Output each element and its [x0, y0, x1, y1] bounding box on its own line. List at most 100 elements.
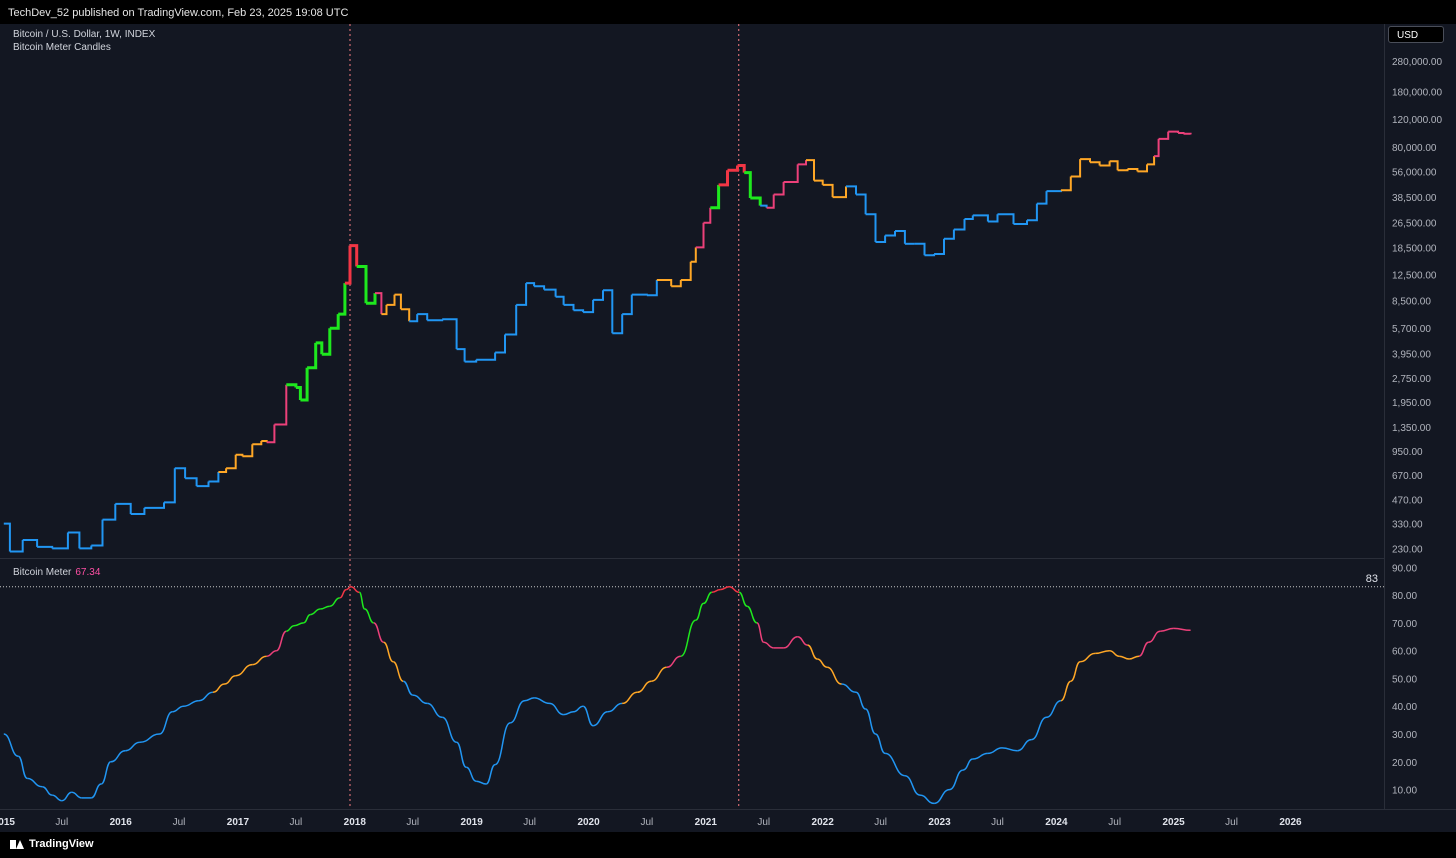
meter-segment [494, 722, 511, 766]
tradingview-logo[interactable]: TradingView [10, 838, 94, 850]
price-tick-label: 12,500.00 [1392, 270, 1437, 281]
price-segment [9, 540, 24, 553]
main-legend[interactable]: Bitcoin / U.S. Dollar, 1W, INDEX Bitcoin… [13, 28, 155, 54]
time-tick-label: Jul [173, 817, 186, 828]
time-tick-label: Jul [523, 817, 536, 828]
price-segment [505, 304, 518, 336]
price-segment [964, 215, 974, 220]
price-tick-label: 38,500.00 [1392, 193, 1437, 204]
price-segment [612, 314, 624, 335]
time-tick-label: Jul [874, 817, 887, 828]
meter-segment [763, 641, 774, 649]
meter-segment [1017, 738, 1032, 752]
meter-segment [392, 661, 404, 682]
meter-segment [212, 683, 225, 694]
price-segment [822, 183, 834, 198]
price-segment [218, 468, 228, 473]
meter-segment [680, 619, 697, 657]
price-segment [710, 184, 721, 210]
meter-segment [358, 591, 366, 610]
price-tick-label: 470.00 [1392, 495, 1423, 506]
price-segment [196, 481, 210, 488]
meter-tick-label: 10.00 [1392, 786, 1417, 797]
indicator-title[interactable]: Bitcoin Meter Candles [13, 42, 111, 53]
meter-segment [884, 752, 906, 777]
price-tick-label: 5,700.00 [1392, 324, 1431, 335]
meter-segment [651, 666, 667, 682]
meter-segment [563, 711, 574, 716]
price-segment [338, 283, 347, 316]
price-segment [400, 308, 411, 322]
price-segment [646, 280, 658, 297]
price-segment [680, 261, 692, 281]
symbol-title[interactable]: Bitcoin / U.S. Dollar, 1W, INDEX [13, 29, 156, 40]
meter-segment [303, 613, 311, 624]
price-axis-divider [1384, 24, 1385, 809]
price-segment [394, 293, 402, 310]
meter-segment [1109, 649, 1120, 657]
price-segment [235, 453, 244, 457]
price-segment [1183, 132, 1192, 135]
currency-button[interactable]: USD [1388, 26, 1444, 43]
meter-segment [637, 680, 652, 694]
meter-title[interactable]: Bitcoin Meter [13, 567, 72, 578]
price-segment [307, 342, 318, 370]
price-segment [875, 235, 887, 243]
price-segment [356, 265, 368, 304]
publish-header: TechDev_52 published on TradingView.com,… [0, 0, 1456, 24]
time-tick-label: 2018 [344, 817, 367, 828]
meter-segment [807, 644, 818, 660]
footer: TradingView [0, 832, 1456, 858]
price-segment [1147, 156, 1156, 166]
meter-segment [746, 605, 758, 624]
price-segment [208, 472, 220, 483]
meter-segment [972, 752, 988, 760]
price-segment [526, 282, 536, 287]
time-tick-label: Jul [991, 817, 1004, 828]
chart-canvas[interactable]: 400,000.00280,000.00180,000.00120,000.00… [0, 24, 1456, 832]
meter-segment [1095, 649, 1110, 655]
meter-segment [534, 697, 550, 705]
meter-segment [875, 733, 886, 755]
pane-divider[interactable] [0, 558, 1384, 559]
price-segment [130, 507, 146, 515]
price-tick-label: 80,000.00 [1392, 143, 1437, 154]
time-tick-label: 2026 [1279, 817, 1302, 828]
meter-segment [329, 597, 340, 607]
time-tick-label: 2019 [461, 817, 484, 828]
time-tick-label: 2023 [928, 817, 951, 828]
price-segment [144, 502, 165, 509]
price-segment [555, 295, 565, 305]
price-tick-label: 18,500.00 [1392, 243, 1437, 254]
price-segment [1154, 138, 1160, 158]
price-segment [67, 531, 81, 549]
time-tick-label: Jul [640, 817, 653, 828]
time-axis-divider [0, 809, 1456, 810]
price-segment [1036, 191, 1048, 205]
price-segment [744, 171, 752, 198]
meter-segment [159, 711, 173, 735]
price-segment [1060, 176, 1072, 192]
price-tick-label: 120,000.00 [1392, 115, 1442, 126]
meter-segment [1173, 627, 1191, 632]
price-segment [1070, 159, 1082, 178]
meter-segment [224, 674, 236, 685]
meter-segment [1070, 661, 1081, 682]
meter-segment [320, 605, 330, 610]
tradingview-logo-icon [10, 839, 24, 849]
meter-legend[interactable]: Bitcoin Meter 67.34 [13, 567, 100, 578]
meter-segment [573, 705, 584, 713]
meter-segment [1160, 627, 1174, 632]
price-tick-label: 8,500.00 [1392, 297, 1431, 308]
price-segment [622, 294, 633, 316]
meter-segment [465, 766, 477, 782]
publish-info: TechDev_52 published on TradingView.com,… [8, 7, 349, 19]
brand-name: TradingView [29, 838, 94, 850]
price-tick-label: 26,500.00 [1392, 219, 1437, 230]
price-segment [703, 207, 712, 224]
price-segment [944, 229, 955, 240]
chart-frame[interactable]: 400,000.00280,000.00180,000.00120,000.00… [0, 24, 1456, 832]
meter-segment [962, 758, 973, 771]
meter-segment [310, 608, 321, 616]
meter-segment [949, 769, 964, 791]
